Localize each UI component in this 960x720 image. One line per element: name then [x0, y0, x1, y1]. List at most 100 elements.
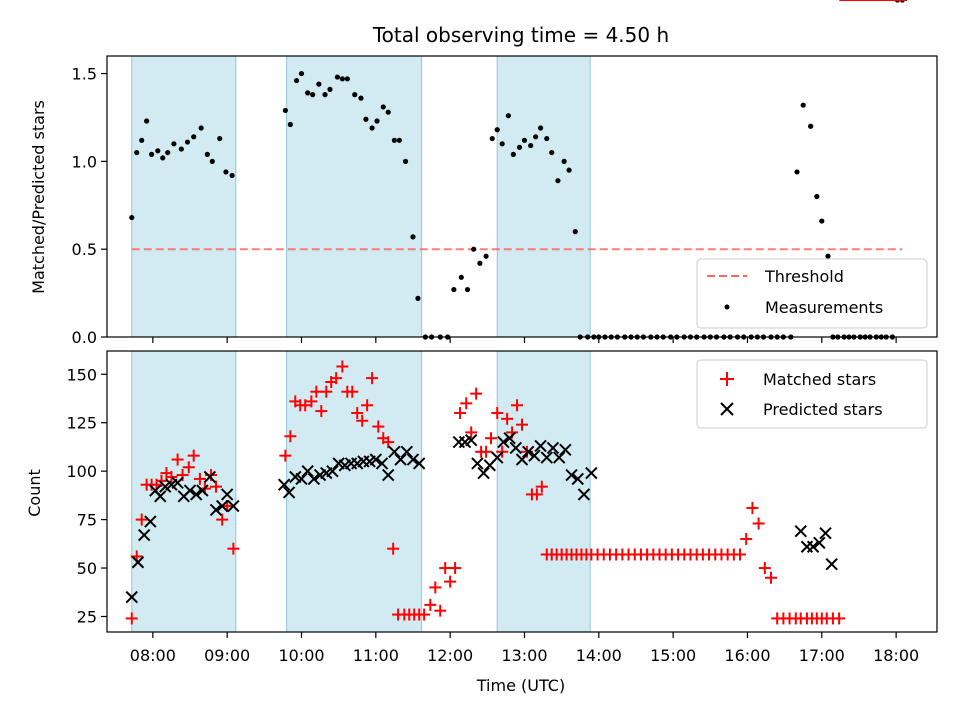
predicted-star-point — [509, 441, 523, 455]
observing-interval-top-1 — [286, 55, 423, 338]
predicted-star-point — [528, 449, 541, 462]
ratio-panel: 0.0 0.5 1.0 1.5 Matched/Predicted stars Thr… — [29, 0, 938, 347]
measurement-point — [223, 169, 229, 175]
predicted-star-point — [220, 488, 234, 501]
measurement-point — [402, 158, 409, 164]
predicted-star-point — [295, 472, 308, 486]
matched-star-point — [424, 598, 437, 611]
ratio-y-tick-label: 0.5 — [72, 240, 97, 259]
predicted-star-point — [131, 556, 145, 569]
matched-star-point — [372, 420, 385, 433]
measurement-point — [380, 104, 386, 110]
matched-star-point — [299, 399, 312, 412]
measurement-point — [396, 137, 402, 143]
measurement-point — [415, 295, 421, 301]
measurement-point — [537, 125, 544, 131]
matched-star-point — [454, 407, 467, 420]
measurement-point — [129, 214, 135, 221]
measurement-point — [544, 135, 550, 142]
matched-star-point — [465, 426, 478, 439]
measurement-point — [155, 148, 161, 154]
measurement-point — [178, 146, 184, 152]
time-x-tick-label: 17:00 — [799, 646, 845, 665]
predicted-star-point — [565, 468, 578, 482]
predicted-star-point — [282, 486, 296, 499]
measurement-point — [521, 137, 528, 143]
matched-star-point — [193, 472, 206, 485]
predicted-star-point — [503, 431, 516, 445]
measurement-point — [451, 286, 457, 293]
predicted-star-point — [540, 451, 553, 464]
predicted-star-point — [216, 499, 229, 513]
measurement-point — [229, 172, 235, 179]
matched-star-point — [765, 571, 777, 584]
predicted-star-point — [394, 453, 407, 466]
measurement-point — [499, 141, 505, 147]
ratio-y-axis-label: Matched/Predicted stars — [29, 100, 48, 294]
predicted-star-point — [546, 441, 560, 455]
chart-title: Total observing time = 4.50 h — [372, 23, 669, 47]
predicted-star-point — [301, 464, 314, 478]
measurement-point — [293, 77, 300, 84]
measurement-point — [165, 149, 171, 156]
observing-interval-bottom-2 — [496, 350, 591, 633]
predicted-star-point — [552, 451, 566, 464]
matched-star-point — [305, 395, 318, 408]
matched-star-point — [125, 612, 138, 625]
time-x-tick-label: 12:00 — [427, 646, 473, 665]
matched-star-point — [501, 412, 514, 425]
measurement-point — [458, 274, 464, 280]
measurement-point — [282, 107, 288, 114]
predicted-star-point — [794, 525, 807, 538]
observing-interval-bottom-0 — [131, 350, 237, 633]
predicted-star-point — [382, 468, 395, 482]
predicted-star-point — [577, 488, 591, 501]
count-legend-box — [696, 359, 928, 429]
measurement-point — [148, 151, 155, 157]
predicted-star-point — [307, 472, 321, 486]
predicted-star-point — [497, 435, 510, 449]
x-axis-label: Time (UTC) — [476, 676, 565, 695]
ratio-x-tick-marks — [152, 337, 897, 343]
matched-star-point — [366, 372, 379, 385]
measurement-point — [344, 76, 350, 82]
measurement-point — [160, 155, 166, 161]
time-x-tick-label: 14:00 — [576, 646, 622, 665]
predicted-star-point — [183, 484, 197, 497]
measurement-point — [171, 141, 177, 147]
predicted-star-point — [144, 515, 157, 528]
matched-star-point — [491, 407, 504, 420]
predicted-star-point — [189, 488, 203, 501]
predicted-star-point — [137, 528, 151, 542]
predicted-star-point — [400, 445, 413, 458]
ratio-plot-frame — [106, 55, 938, 338]
matched-star-point — [535, 480, 548, 493]
count-y-tick-label: 25 — [77, 607, 97, 626]
predicted-legend-label: Predicted stars — [763, 400, 883, 419]
matched-star-point — [279, 449, 292, 462]
measurement-point — [305, 90, 311, 96]
measurement-point — [310, 92, 316, 98]
time-x-ticks: 08:00 09:00 10:00 11:00 12:00 13:00 14:00 15:00… — [130, 632, 919, 665]
matched-star-point — [752, 517, 765, 530]
predicted-star-point — [227, 499, 240, 513]
matched-star-point — [216, 513, 229, 526]
predicted-star-point — [369, 453, 383, 466]
matched-star-point — [480, 445, 493, 458]
measurement-point — [184, 139, 191, 145]
predicted-star-point — [819, 526, 832, 540]
matched-star-point — [182, 461, 195, 474]
measurement-point — [825, 253, 831, 259]
matched-star-point — [444, 575, 457, 588]
measurement-point — [316, 81, 322, 87]
count-y-tick-label: 50 — [77, 559, 97, 578]
measurements-legend-label: Measurements — [765, 298, 883, 317]
ratio-y-ticks: 0.0 0.5 1.0 1.5 — [72, 65, 107, 347]
time-x-tick-label: 15:00 — [650, 646, 696, 665]
predicted-star-point — [559, 443, 572, 457]
observing-interval-top-2 — [496, 55, 591, 338]
measurement-point — [510, 151, 516, 157]
matched-star-point — [740, 532, 753, 545]
predicted-star-point — [515, 453, 529, 466]
matched-legend-swatch — [720, 372, 734, 386]
